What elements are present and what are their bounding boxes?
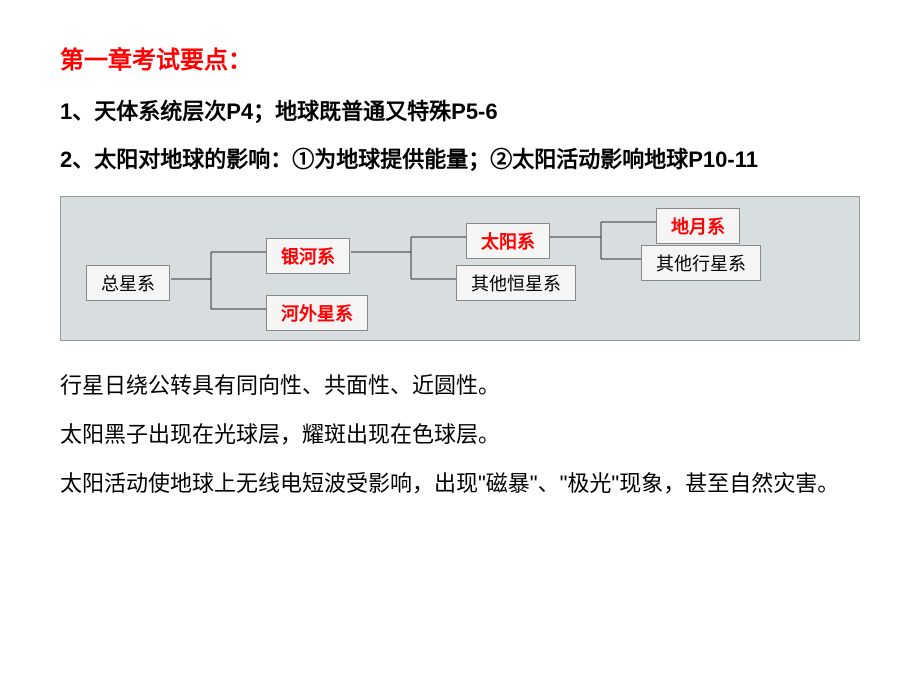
- chapter-heading: 第一章考试要点：: [60, 40, 860, 75]
- node-galaxy: 银河系: [266, 238, 350, 274]
- node-extragalactic: 河外星系: [266, 295, 368, 331]
- node-other-planetary: 其他行星系: [641, 245, 761, 281]
- node-solar: 太阳系: [466, 223, 550, 259]
- exam-point-2: 2、太阳对地球的影响：①为地球提供能量；②太阳活动影响地球P10-11: [60, 143, 860, 176]
- hierarchy-diagram: 总星系 银河系 河外星系 太阳系 其他恒星系 地月系 其他行星系: [60, 196, 860, 341]
- body-line-1: 行星日绕公转具有同向性、共面性、近圆性。: [60, 371, 860, 402]
- node-earth-moon: 地月系: [656, 208, 740, 244]
- exam-point-1: 1、天体系统层次P4；地球既普通又特殊P5-6: [60, 95, 860, 128]
- node-root: 总星系: [86, 265, 170, 301]
- body-line-2: 太阳黑子出现在光球层，耀斑出现在色球层。: [60, 420, 860, 451]
- body-line-3: 太阳活动使地球上无线电短波受影响，出现"磁暴"、"极光"现象，甚至自然灾害。: [60, 469, 860, 500]
- node-other-stellar: 其他恒星系: [456, 265, 576, 301]
